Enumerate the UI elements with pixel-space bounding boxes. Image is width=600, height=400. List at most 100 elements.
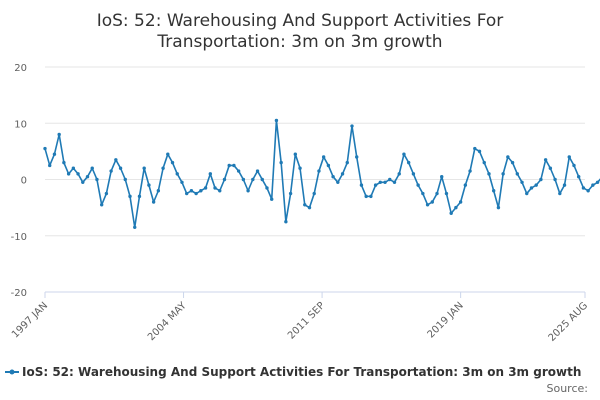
data-point[interactable]	[76, 172, 80, 176]
data-point[interactable]	[142, 166, 146, 170]
data-point[interactable]	[114, 158, 118, 162]
data-point[interactable]	[548, 166, 553, 170]
data-point[interactable]	[194, 191, 198, 196]
data-point[interactable]	[595, 180, 600, 185]
data-point[interactable]	[477, 149, 482, 154]
data-point[interactable]	[147, 183, 151, 187]
data-point[interactable]	[529, 186, 534, 190]
data-point[interactable]	[43, 146, 47, 151]
data-point[interactable]	[539, 177, 543, 182]
data-point[interactable]	[118, 166, 123, 170]
data-point[interactable]	[246, 189, 250, 193]
data-point[interactable]	[288, 191, 293, 196]
data-point[interactable]	[312, 191, 316, 196]
data-point[interactable]	[543, 158, 548, 162]
data-point[interactable]	[402, 152, 406, 156]
data-point[interactable]	[265, 186, 269, 190]
data-point[interactable]	[298, 166, 302, 170]
data-point[interactable]	[95, 177, 99, 182]
data-point[interactable]	[581, 186, 586, 190]
data-point[interactable]	[496, 205, 501, 210]
data-point[interactable]	[213, 186, 217, 190]
data-point[interactable]	[227, 163, 231, 168]
data-point[interactable]	[378, 180, 383, 185]
data-point[interactable]	[506, 155, 510, 159]
data-point[interactable]	[151, 200, 156, 204]
data-point[interactable]	[449, 211, 453, 215]
data-point[interactable]	[251, 177, 255, 182]
data-point[interactable]	[203, 186, 208, 190]
data-point[interactable]	[48, 163, 52, 168]
data-point[interactable]	[52, 152, 57, 156]
data-point[interactable]	[520, 180, 524, 185]
data-point[interactable]	[99, 203, 104, 207]
data-point[interactable]	[199, 189, 203, 193]
data-point[interactable]	[218, 189, 222, 193]
data-point[interactable]	[454, 205, 458, 210]
data-point[interactable]	[170, 160, 175, 165]
data-point[interactable]	[359, 183, 364, 187]
data-point[interactable]	[567, 155, 571, 159]
data-point[interactable]	[123, 177, 127, 182]
data-point[interactable]	[435, 191, 439, 196]
data-point[interactable]	[81, 180, 85, 185]
data-point[interactable]	[397, 172, 401, 176]
data-point[interactable]	[345, 160, 349, 165]
data-point[interactable]	[463, 183, 468, 187]
data-point[interactable]	[534, 183, 538, 187]
data-point[interactable]	[553, 177, 557, 182]
data-point[interactable]	[284, 219, 288, 224]
data-point[interactable]	[336, 180, 340, 185]
data-point[interactable]	[487, 172, 491, 176]
data-point[interactable]	[501, 172, 505, 176]
data-point[interactable]	[383, 180, 387, 185]
data-point[interactable]	[577, 174, 581, 179]
data-point[interactable]	[430, 200, 434, 204]
data-point[interactable]	[85, 174, 90, 179]
legend[interactable]: IoS: 52: Warehousing And Support Activit…	[5, 365, 581, 379]
data-point[interactable]	[321, 155, 326, 159]
data-point[interactable]	[369, 194, 373, 199]
data-point[interactable]	[57, 132, 61, 137]
data-point[interactable]	[109, 169, 113, 173]
data-point[interactable]	[340, 172, 345, 176]
data-point[interactable]	[350, 124, 354, 128]
data-point[interactable]	[189, 189, 194, 193]
data-point[interactable]	[586, 189, 590, 193]
data-point[interactable]	[279, 160, 283, 165]
data-point[interactable]	[166, 152, 170, 156]
data-point[interactable]	[307, 205, 312, 210]
data-point[interactable]	[562, 183, 567, 187]
data-point[interactable]	[270, 197, 274, 201]
data-point[interactable]	[62, 160, 66, 165]
data-point[interactable]	[510, 160, 515, 165]
data-point[interactable]	[255, 169, 260, 173]
data-point[interactable]	[525, 191, 529, 196]
data-point[interactable]	[421, 191, 425, 196]
data-point[interactable]	[482, 160, 486, 165]
data-point[interactable]	[317, 169, 321, 173]
data-point[interactable]	[90, 166, 94, 170]
data-point[interactable]	[572, 163, 576, 168]
data-point[interactable]	[184, 191, 189, 196]
data-point[interactable]	[208, 172, 213, 176]
data-point[interactable]	[591, 183, 595, 187]
data-point[interactable]	[326, 163, 331, 168]
data-point[interactable]	[175, 172, 179, 176]
data-point[interactable]	[473, 146, 477, 151]
data-point[interactable]	[515, 172, 519, 176]
data-point[interactable]	[236, 169, 241, 173]
data-point[interactable]	[137, 194, 142, 199]
data-point[interactable]	[222, 177, 227, 182]
data-point[interactable]	[241, 177, 246, 182]
data-point[interactable]	[458, 200, 463, 204]
data-point[interactable]	[293, 152, 298, 156]
data-point[interactable]	[133, 225, 137, 230]
data-point[interactable]	[491, 189, 496, 193]
data-point[interactable]	[274, 118, 279, 123]
data-point[interactable]	[468, 169, 472, 173]
data-point[interactable]	[425, 203, 430, 207]
data-point[interactable]	[388, 177, 392, 182]
data-point[interactable]	[161, 166, 165, 170]
data-point[interactable]	[364, 194, 368, 199]
